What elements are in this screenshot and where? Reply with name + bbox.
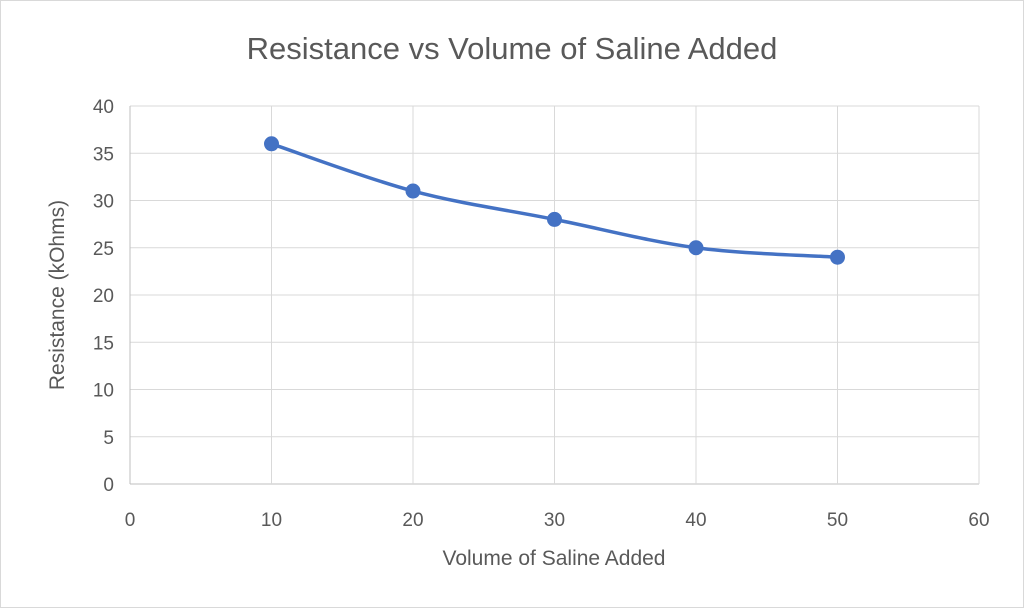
tick-labels: 0 5 10 15 20 25 30 35 40 0 10 20 30 40 50 60 [93,97,990,531]
data-point [830,249,845,265]
y-tick-label: 0 [103,475,114,496]
data-point [688,240,704,256]
y-tick-label: 30 [93,192,114,213]
data-point [405,183,421,199]
y-tick-label: 25 [93,239,114,260]
gridlines [129,105,980,485]
y-tick-label: 20 [93,286,114,307]
x-tick-label: 40 [685,510,706,531]
x-tick-label: 10 [261,510,282,531]
x-tick-label: 50 [827,510,848,531]
y-tick-label: 5 [103,428,114,449]
x-axis-label: Volume of Saline Added [442,547,665,570]
data-point [547,211,562,227]
x-tick-label: 30 [544,510,565,531]
chart-title: Resistance vs Volume of Saline Added [247,31,778,66]
data-point [264,136,279,152]
y-tick-label: 35 [93,144,114,165]
data-series [264,136,845,265]
x-tick-label: 60 [968,510,989,531]
y-tick-label: 40 [93,97,114,118]
y-tick-label: 15 [93,333,114,354]
y-axis-label: Resistance (kOhms) [46,200,69,390]
x-tick-label: 20 [402,510,423,531]
y-tick-label: 10 [93,381,114,402]
x-tick-label: 0 [125,510,136,531]
